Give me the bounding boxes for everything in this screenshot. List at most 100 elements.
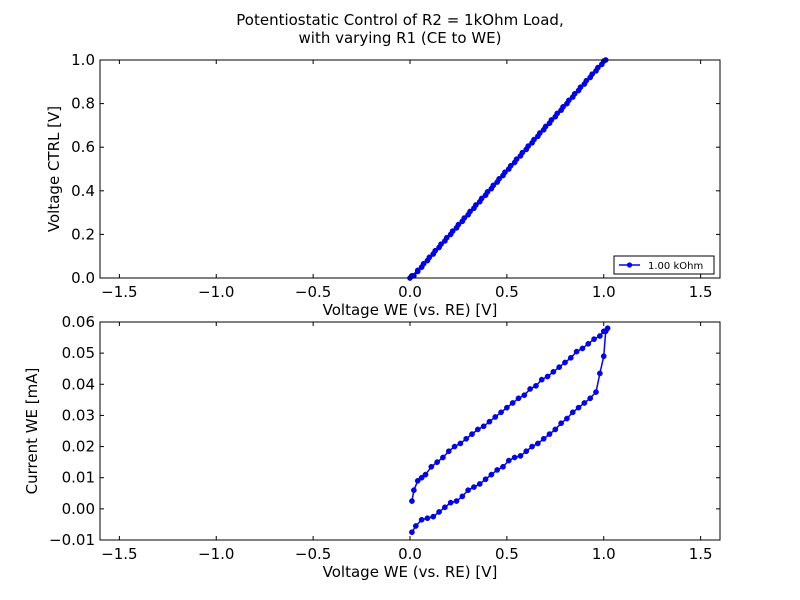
plot2-data-point	[600, 353, 607, 360]
plot2-x-tick-label: −1.5	[101, 545, 137, 563]
plot2-data-point	[504, 404, 510, 411]
plot2-data-point	[474, 426, 481, 433]
plot1-data-point	[455, 221, 462, 228]
plot2-frame	[99, 321, 721, 541]
plot2-data-point	[453, 498, 460, 504]
plot1-data-point	[507, 162, 514, 169]
plot1-frame	[99, 59, 721, 279]
plot2-data-point	[600, 328, 607, 335]
plot1-data-point	[577, 84, 584, 91]
plot1-y-tick-label: 0.4	[71, 182, 95, 200]
plot2-data-point	[482, 476, 489, 483]
plot1-x-tick-label: 0.5	[495, 283, 519, 301]
plot2-data-point	[546, 431, 553, 437]
plot2-data-point	[550, 368, 557, 375]
plot2-data-point	[422, 471, 429, 478]
plot2-data-point	[521, 392, 528, 399]
plot1-data-point	[502, 169, 508, 176]
plot1-y-axis-label: Voltage CTRL [V]	[45, 106, 63, 232]
plot2-y-tick-label: 0.01	[62, 469, 95, 487]
plot2-data-point	[597, 333, 603, 339]
plot2-data-point	[471, 484, 477, 490]
plot2-data-point	[544, 373, 551, 380]
plot2-y-tick-label: 0.03	[62, 406, 95, 424]
plot1-data-point	[461, 215, 468, 221]
plot1-data-point	[560, 104, 566, 110]
plot1-x-tick-label: −1.5	[101, 283, 137, 301]
plot2-data-point	[505, 457, 512, 464]
plot2-data-point	[509, 400, 516, 406]
plot1-data-point	[496, 175, 502, 182]
plot2-group: −1.5 −1.0 −0.5 0.0 0.5 1.0 1.5 −0.01 0.00 0.01 0.0…	[23, 313, 721, 581]
plot2-data-point	[523, 448, 530, 455]
plot2-data-point	[511, 454, 518, 461]
plot2-x-axis-label: Voltage WE (vs. RE) [V]	[323, 563, 498, 581]
plot2-data-point	[414, 477, 421, 484]
plot2-data-point	[529, 443, 535, 450]
plot1-data-point	[467, 208, 473, 215]
plot1-y-tick-label: 0.6	[71, 138, 95, 156]
plot1-data-point	[473, 202, 479, 208]
plot2-data-point	[573, 348, 580, 355]
plot1-data-point	[583, 77, 590, 84]
plot1-data-point	[531, 136, 537, 143]
plot2-data-point	[447, 499, 454, 506]
plot2-data-point	[535, 440, 541, 447]
figure-title-line2: with varying R1 (CE to WE)	[298, 29, 502, 47]
plot1-y-tick-label: 0.8	[71, 95, 95, 113]
plot2-y-axis-label: Current WE [mA]	[23, 368, 41, 495]
plot2-data-point	[412, 523, 419, 529]
plot1-x-tick-label: −1.0	[198, 283, 234, 301]
plot2-data-point	[527, 386, 533, 392]
plot2-data-point	[540, 435, 547, 442]
plot2-data-point	[558, 420, 564, 427]
plot2-data-point	[597, 370, 603, 377]
plot2-data-point	[440, 454, 446, 461]
plot2-data-point	[418, 474, 425, 481]
plot2-data-point	[552, 426, 559, 433]
plot2-data-point	[463, 435, 470, 442]
plot2-x-tick-label: 1.0	[592, 545, 616, 563]
plot2-x-tick-label: −0.5	[295, 545, 331, 563]
plot2-data-point	[587, 395, 594, 402]
plot2-x-tick-label: 0.0	[398, 545, 422, 563]
plot1-data-point	[566, 97, 572, 104]
plot2-data-point	[430, 513, 437, 520]
plot2-data-point	[564, 415, 570, 422]
plot1-legend-marker	[626, 262, 633, 268]
plot2-data-point	[411, 487, 417, 494]
plot2-data-point	[538, 376, 545, 383]
plot1-data-point	[420, 260, 427, 267]
figure-title-line1: Potentiostatic Control of R2 = 1kOhm Loa…	[236, 11, 564, 29]
plot2-data-point	[581, 400, 588, 406]
plot2-data-point	[442, 504, 448, 511]
plot1-data-point	[490, 182, 497, 189]
plot2-data-point	[515, 395, 522, 402]
plot2-data-point	[424, 515, 431, 522]
plot1-y-tick-label: 0.0	[71, 269, 95, 287]
plot2-data-point	[465, 487, 471, 494]
plot1-data-point	[438, 241, 444, 248]
plot2-y-tick-label: −0.01	[49, 531, 95, 549]
plot2-data-point	[569, 409, 576, 416]
plot2-data-point	[409, 529, 415, 536]
plot2-data-point	[434, 459, 440, 465]
plot2-data-point	[593, 389, 599, 395]
plot1-data-point	[542, 123, 549, 130]
plot1-legend-box	[613, 255, 715, 275]
plot2-data-point	[517, 453, 524, 459]
plot2-data-point	[409, 498, 415, 504]
plot1-data-point	[525, 143, 532, 149]
plot2-data-point	[418, 516, 425, 523]
plot2-data-point	[533, 382, 539, 389]
plot2-data-point	[567, 354, 574, 361]
plot1-data-point	[414, 267, 421, 274]
plot2-data-point	[494, 467, 501, 473]
plot2-data-point	[575, 404, 582, 411]
plot2-y-tick-label: 0.02	[62, 438, 95, 456]
plot2-data-point	[486, 418, 493, 425]
plot1-data-point	[519, 149, 526, 156]
plot1-legend-label: 1.00 kOhm	[648, 261, 703, 272]
